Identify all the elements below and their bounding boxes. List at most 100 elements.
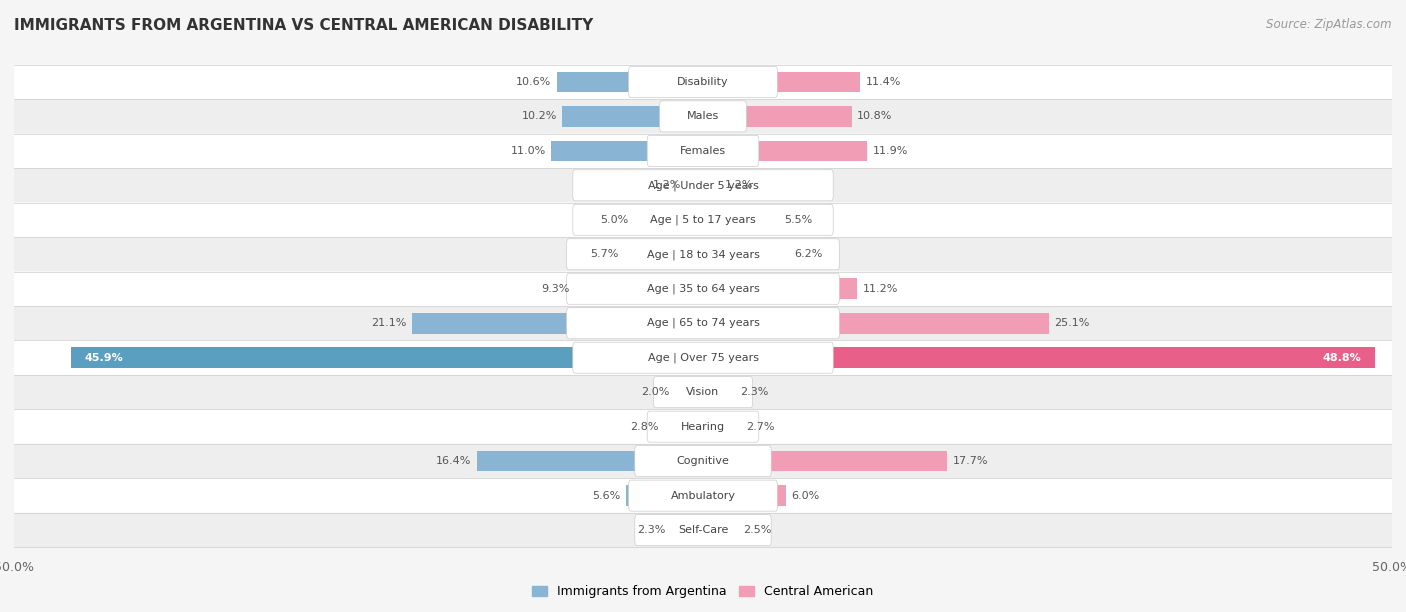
Bar (703, 416, 740, 437)
Bar (551, 141, 703, 161)
FancyBboxPatch shape (634, 515, 772, 546)
Bar (671, 520, 703, 540)
Text: Males: Males (688, 111, 718, 121)
Bar (626, 485, 703, 506)
Text: 2.0%: 2.0% (641, 387, 669, 397)
Text: Vision: Vision (686, 387, 720, 397)
Text: 6.0%: 6.0% (792, 491, 820, 501)
Text: 10.8%: 10.8% (858, 111, 893, 121)
Bar (703, 244, 789, 264)
Text: Age | 5 to 17 years: Age | 5 to 17 years (650, 215, 756, 225)
Bar (703, 141, 868, 161)
FancyBboxPatch shape (14, 203, 1392, 237)
Bar (70, 348, 703, 368)
Bar (703, 451, 946, 471)
FancyBboxPatch shape (628, 480, 778, 511)
Text: Age | Under 5 years: Age | Under 5 years (648, 180, 758, 190)
Bar (703, 175, 720, 196)
FancyBboxPatch shape (14, 168, 1392, 203)
Text: 2.7%: 2.7% (745, 422, 775, 431)
FancyBboxPatch shape (654, 376, 752, 408)
Bar (624, 244, 703, 264)
Text: 11.9%: 11.9% (873, 146, 908, 156)
Bar (703, 313, 1049, 334)
Text: 2.3%: 2.3% (740, 387, 769, 397)
FancyBboxPatch shape (572, 342, 834, 373)
Text: 2.8%: 2.8% (630, 422, 659, 431)
Text: 5.5%: 5.5% (785, 215, 813, 225)
Text: 16.4%: 16.4% (436, 456, 471, 466)
FancyBboxPatch shape (14, 272, 1392, 306)
Bar (703, 382, 735, 403)
FancyBboxPatch shape (14, 237, 1392, 272)
Text: Age | 65 to 74 years: Age | 65 to 74 years (647, 318, 759, 329)
Text: 17.7%: 17.7% (952, 456, 988, 466)
Bar (686, 175, 703, 196)
FancyBboxPatch shape (14, 409, 1392, 444)
Bar (557, 72, 703, 92)
Text: 25.1%: 25.1% (1054, 318, 1090, 328)
Text: Cognitive: Cognitive (676, 456, 730, 466)
Text: 9.3%: 9.3% (541, 284, 569, 294)
Text: 11.2%: 11.2% (863, 284, 898, 294)
Bar (634, 209, 703, 230)
FancyBboxPatch shape (572, 204, 834, 236)
Bar (575, 278, 703, 299)
Bar (703, 278, 858, 299)
Text: 48.8%: 48.8% (1323, 353, 1361, 363)
FancyBboxPatch shape (572, 170, 834, 201)
Text: 5.7%: 5.7% (591, 249, 619, 259)
FancyBboxPatch shape (14, 479, 1392, 513)
FancyBboxPatch shape (647, 411, 759, 442)
Bar (675, 382, 703, 403)
Bar (703, 348, 1375, 368)
FancyBboxPatch shape (567, 239, 839, 270)
Text: 11.0%: 11.0% (510, 146, 546, 156)
FancyBboxPatch shape (14, 99, 1392, 133)
Bar (665, 416, 703, 437)
Text: 6.2%: 6.2% (794, 249, 823, 259)
FancyBboxPatch shape (567, 308, 839, 339)
FancyBboxPatch shape (14, 375, 1392, 409)
FancyBboxPatch shape (14, 340, 1392, 375)
FancyBboxPatch shape (634, 446, 772, 477)
Bar (703, 72, 860, 92)
FancyBboxPatch shape (567, 273, 839, 304)
FancyBboxPatch shape (647, 135, 759, 166)
Text: Hearing: Hearing (681, 422, 725, 431)
Text: 2.5%: 2.5% (742, 525, 772, 535)
Bar (562, 106, 703, 127)
Text: 45.9%: 45.9% (84, 353, 124, 363)
FancyBboxPatch shape (14, 306, 1392, 340)
Bar (703, 106, 852, 127)
Bar (703, 209, 779, 230)
FancyBboxPatch shape (659, 101, 747, 132)
Text: 5.6%: 5.6% (592, 491, 620, 501)
Text: Source: ZipAtlas.com: Source: ZipAtlas.com (1267, 18, 1392, 31)
Text: IMMIGRANTS FROM ARGENTINA VS CENTRAL AMERICAN DISABILITY: IMMIGRANTS FROM ARGENTINA VS CENTRAL AME… (14, 18, 593, 34)
Text: Age | 35 to 64 years: Age | 35 to 64 years (647, 283, 759, 294)
Bar (412, 313, 703, 334)
Text: 11.4%: 11.4% (866, 77, 901, 87)
Text: 10.2%: 10.2% (522, 111, 557, 121)
Text: 21.1%: 21.1% (371, 318, 406, 328)
Text: Age | 18 to 34 years: Age | 18 to 34 years (647, 249, 759, 259)
Text: 1.2%: 1.2% (725, 181, 754, 190)
Text: 2.3%: 2.3% (637, 525, 666, 535)
FancyBboxPatch shape (14, 65, 1392, 99)
Text: Ambulatory: Ambulatory (671, 491, 735, 501)
Legend: Immigrants from Argentina, Central American: Immigrants from Argentina, Central Ameri… (527, 580, 879, 603)
Bar (703, 520, 738, 540)
Bar (703, 485, 786, 506)
Text: Self-Care: Self-Care (678, 525, 728, 535)
Text: Disability: Disability (678, 77, 728, 87)
Text: 1.2%: 1.2% (652, 181, 681, 190)
Text: Females: Females (681, 146, 725, 156)
FancyBboxPatch shape (14, 133, 1392, 168)
Text: Age | Over 75 years: Age | Over 75 years (648, 353, 758, 363)
Text: 5.0%: 5.0% (600, 215, 628, 225)
FancyBboxPatch shape (628, 66, 778, 97)
FancyBboxPatch shape (14, 444, 1392, 479)
Text: 10.6%: 10.6% (516, 77, 551, 87)
Bar (477, 451, 703, 471)
